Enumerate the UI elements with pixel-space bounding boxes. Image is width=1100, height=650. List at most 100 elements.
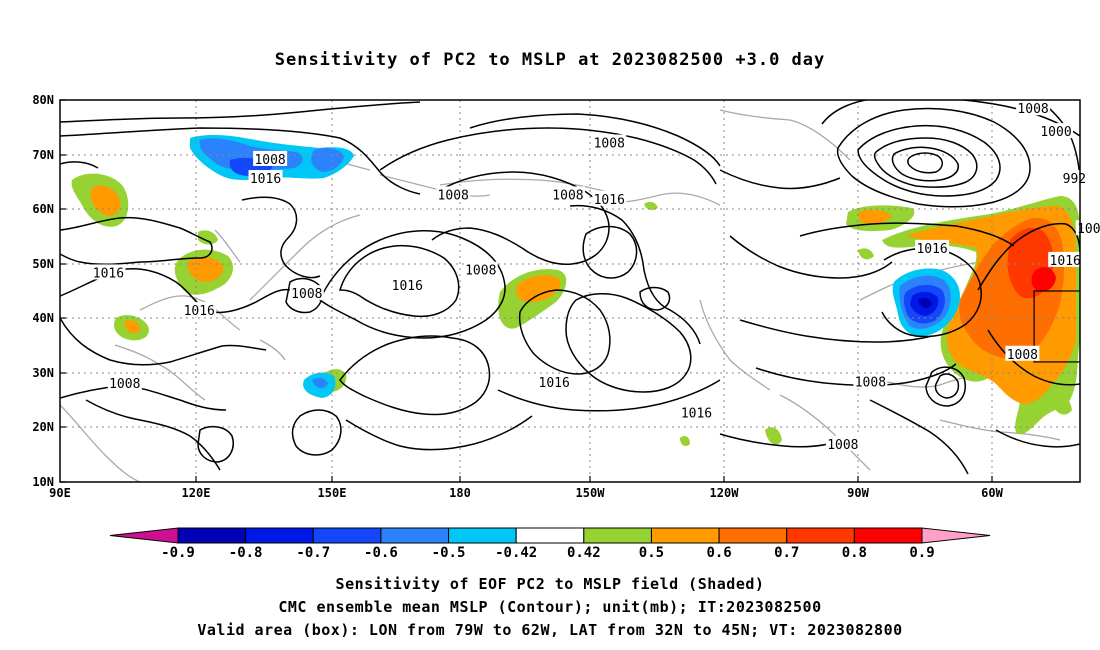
colorbar-swatch bbox=[853, 527, 923, 544]
valid-area-box bbox=[1033, 290, 1080, 363]
colorbar-label: -0.42 bbox=[495, 545, 537, 561]
contour-label: 1016 bbox=[184, 304, 215, 319]
colorbar-swatch bbox=[718, 527, 788, 544]
map-frame bbox=[59, 99, 1081, 483]
contour-label: 1008 bbox=[1077, 222, 1100, 237]
contour-label: 1008 bbox=[552, 188, 583, 203]
contour-labels: 1008 1000 992 1008 1008 1016 1008 1008 1016 1008 1… bbox=[91, 100, 1100, 453]
figure-title: Sensitivity of PC2 to MSLP at 2023082500… bbox=[274, 50, 826, 70]
contour-label-bg bbox=[825, 435, 860, 451]
contour-label: 1008 bbox=[465, 264, 496, 279]
lat-tick-label: 60N bbox=[32, 202, 54, 216]
contour-label: 1016 bbox=[916, 242, 947, 257]
contour-label-bg bbox=[1061, 170, 1088, 186]
lat-tick-label: 10N bbox=[32, 475, 54, 489]
colorbar-swatch bbox=[786, 527, 855, 544]
contour-label: 1008 bbox=[254, 153, 285, 168]
lon-tick-label: 120W bbox=[710, 486, 740, 500]
contour-label: 1016 bbox=[93, 266, 124, 281]
contour-label-bg bbox=[1075, 220, 1100, 236]
contour-label: 992 bbox=[1063, 172, 1086, 187]
colorbar-label: 0.42 bbox=[567, 545, 601, 561]
colorbar-label: 0.7 bbox=[774, 545, 799, 561]
lat-axis: 80N 70N 60N 50N 40N 30N 20N 10N bbox=[32, 93, 66, 489]
contour-label: 1008 bbox=[827, 438, 858, 453]
colorbar-swatch bbox=[380, 527, 450, 544]
contour-label: 1016 bbox=[1050, 254, 1081, 269]
contour-label-bg bbox=[592, 190, 627, 206]
contour-label-bg bbox=[592, 134, 627, 150]
colorbar-label: 0.9 bbox=[909, 545, 934, 561]
colorbar-swatch bbox=[515, 527, 585, 544]
lon-tick-label: 150W bbox=[576, 486, 606, 500]
contour-label-bg bbox=[1039, 123, 1074, 139]
colorbar-label: -0.5 bbox=[432, 545, 466, 561]
lat-tick-label: 30N bbox=[32, 366, 54, 380]
contour-label-bg bbox=[1005, 345, 1040, 361]
lat-tick-label: 50N bbox=[32, 257, 54, 271]
lon-tick-label: 90W bbox=[847, 486, 869, 500]
contour-label-bg bbox=[91, 264, 126, 280]
colorbar-swatch bbox=[448, 527, 517, 544]
colorbar-extend-low bbox=[109, 527, 179, 544]
colorbar-label: 0.5 bbox=[639, 545, 664, 561]
contour-label-bg bbox=[182, 302, 217, 318]
lat-tick-label: 80N bbox=[32, 93, 54, 107]
contour-label-bg bbox=[915, 239, 950, 255]
contour-label: 1000 bbox=[1040, 125, 1071, 140]
contour-label-bg bbox=[289, 285, 324, 301]
contour-label-bg bbox=[1016, 100, 1051, 116]
contour-label: 1016 bbox=[594, 193, 625, 208]
contour-label-bg bbox=[679, 404, 714, 420]
contour-label-bg bbox=[248, 170, 283, 186]
contour-label-bg bbox=[390, 276, 425, 292]
contour-label-bg bbox=[107, 375, 142, 391]
colorbar-swatch bbox=[583, 527, 652, 544]
lon-tick-label: 150E bbox=[318, 486, 347, 500]
lon-tick-label: 120E bbox=[182, 486, 211, 500]
contour-label-bg bbox=[550, 186, 585, 202]
lat-tick-label: 40N bbox=[32, 311, 54, 325]
colorbar-label: -0.9 bbox=[161, 545, 195, 561]
contour-label: 1016 bbox=[539, 376, 570, 391]
contour-label: 1016 bbox=[250, 172, 281, 187]
contour-label-bg bbox=[537, 374, 572, 390]
colorbar-label: -0.6 bbox=[364, 545, 398, 561]
contour-label: 1008 bbox=[1017, 102, 1048, 117]
contour-label-bg bbox=[253, 150, 288, 166]
colorbar-swatch bbox=[245, 527, 314, 544]
contour-label-bg bbox=[436, 186, 471, 202]
negative-sensitivity bbox=[190, 134, 961, 398]
colorbar-swatch bbox=[650, 527, 720, 544]
contour-label: 1008 bbox=[1007, 348, 1038, 363]
colorbar: -0.9 -0.8 -0.7 -0.6 -0.5 -0.42 0.42 0.5 0.6 0.7 0.… bbox=[109, 527, 991, 561]
colorbar-swatch bbox=[177, 527, 247, 544]
map-body bbox=[60, 100, 1080, 482]
colorbar-label: 0.6 bbox=[706, 545, 731, 561]
caption-contour: CMC ensemble mean MSLP (Contour); unit(m… bbox=[278, 598, 822, 616]
lat-tick-label: 20N bbox=[32, 420, 54, 434]
contour-label-bg bbox=[463, 261, 498, 277]
lat-tick-label: 70N bbox=[32, 148, 54, 162]
lon-axis: 90E 120E 150E 180 150W 120W 90W 60W bbox=[49, 476, 1004, 500]
contour-label: 1008 bbox=[109, 377, 140, 392]
contour-label: 1008 bbox=[855, 376, 886, 391]
contour-label: 1016 bbox=[392, 279, 423, 294]
colorbar-label: -0.7 bbox=[296, 545, 330, 561]
lon-tick-label: 180 bbox=[449, 486, 471, 500]
lon-tick-label: 90E bbox=[49, 486, 71, 500]
caption-shaded: Sensitivity of EOF PC2 to MSLP field (Sh… bbox=[335, 575, 765, 593]
colorbar-label: 0.8 bbox=[842, 545, 867, 561]
contour-label-bg bbox=[853, 373, 888, 389]
colorbar-swatch bbox=[312, 527, 382, 544]
caption-valid-area: Valid area (box): LON from 79W to 62W, L… bbox=[197, 621, 903, 639]
contour-label: 1008 bbox=[438, 188, 469, 203]
colorbar-extend-high bbox=[921, 527, 991, 544]
colorbar-label: -0.8 bbox=[229, 545, 263, 561]
contour-label: 1008 bbox=[594, 137, 625, 152]
contour-label: 1016 bbox=[681, 407, 712, 422]
contour-label: 1008 bbox=[291, 287, 322, 302]
contour-label-bg bbox=[1048, 251, 1083, 267]
lon-tick-label: 60W bbox=[981, 486, 1003, 500]
